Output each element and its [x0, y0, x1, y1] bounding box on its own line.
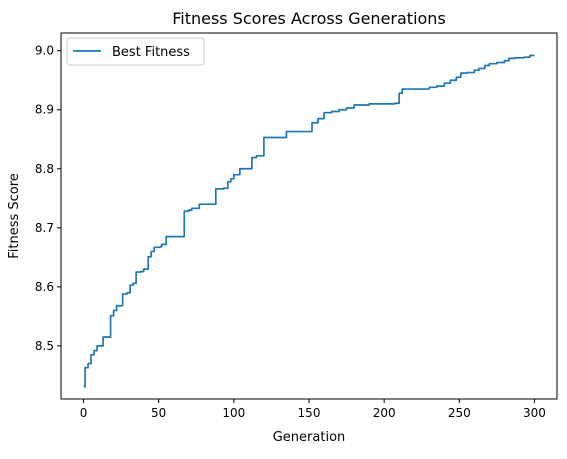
y-axis-ticks: 8.5 8.6 8.7 8.8 8.9 9.0: [35, 44, 61, 353]
legend-box: [66, 37, 205, 66]
x-tick-label: 300: [523, 406, 546, 420]
best-fitness-series-line: [83, 54, 535, 388]
y-tick-label: 8.5: [35, 339, 54, 353]
x-axis-label: Generation: [273, 430, 346, 445]
x-tick-label: 150: [298, 406, 321, 420]
x-tick-label: 50: [151, 406, 166, 420]
x-tick-label: 250: [448, 406, 471, 420]
x-tick-label: 200: [373, 406, 396, 420]
x-axis-ticks: 0 50 100 150 200 250 300: [80, 399, 546, 420]
legend-label-best-fitness: Best Fitness: [112, 45, 190, 60]
legend: Best Fitness: [66, 37, 205, 66]
y-tick-label: 8.7: [35, 221, 54, 235]
y-tick-label: 9.0: [35, 44, 54, 58]
x-tick-label: 100: [222, 406, 245, 420]
chart-title: Fitness Scores Across Generations: [172, 9, 446, 28]
plot-frame: [60, 32, 558, 400]
x-tick-label: 0: [80, 406, 88, 420]
y-tick-label: 8.8: [35, 162, 54, 176]
y-axis-label: Fitness Score: [7, 173, 22, 259]
y-tick-label: 8.9: [35, 103, 54, 117]
y-tick-label: 8.6: [35, 280, 54, 294]
